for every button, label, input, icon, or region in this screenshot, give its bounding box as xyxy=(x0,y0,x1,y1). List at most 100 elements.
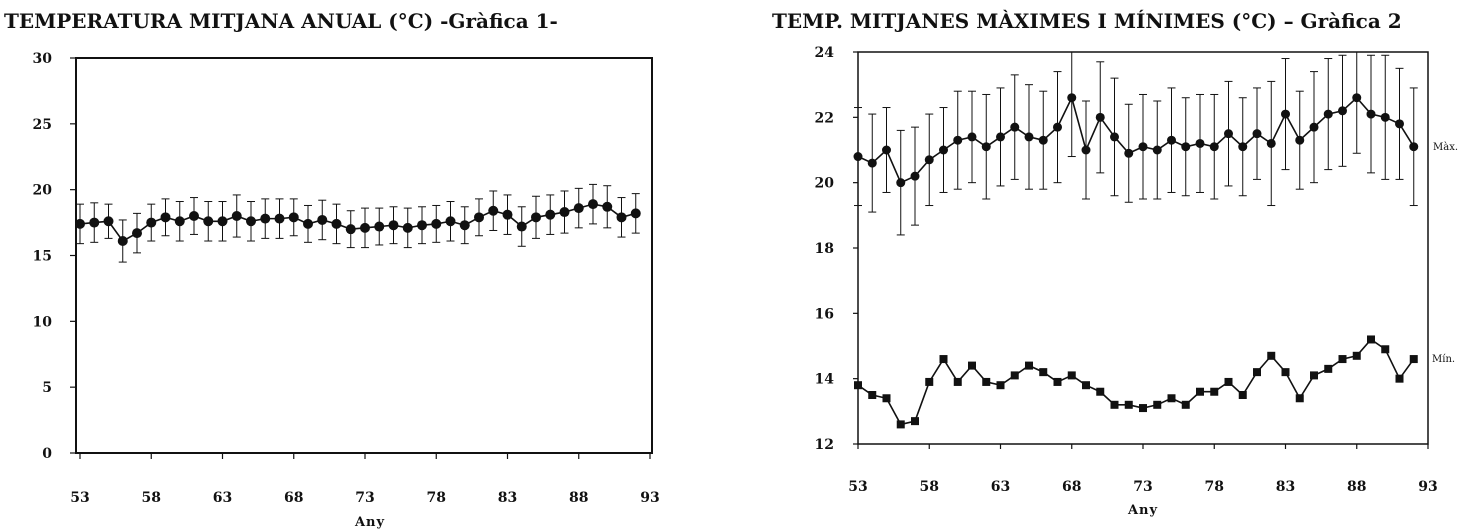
data-point xyxy=(132,228,142,239)
x-tick-label: 88 xyxy=(1347,479,1366,495)
data-point xyxy=(1181,142,1191,152)
data-point xyxy=(1196,387,1204,396)
data-point xyxy=(982,377,991,386)
chart-2-title: TEMP. MITJANES MÀXIMES I MÍNIMES (°C) – … xyxy=(772,9,1402,33)
data-point xyxy=(146,217,157,228)
series-2 xyxy=(854,335,1418,429)
data-point xyxy=(1323,109,1333,119)
data-point xyxy=(502,209,513,220)
x-tick-label: 83 xyxy=(498,490,517,506)
data-point xyxy=(160,212,171,223)
data-point xyxy=(1152,145,1162,155)
data-point xyxy=(545,209,556,220)
data-point xyxy=(1295,135,1305,145)
data-point xyxy=(1366,109,1376,119)
chart-2-series xyxy=(853,51,1419,429)
data-point xyxy=(1025,361,1033,370)
data-point xyxy=(189,211,199,221)
data-point xyxy=(174,216,185,227)
data-point xyxy=(117,236,128,247)
data-point xyxy=(1010,371,1019,380)
data-point xyxy=(288,212,299,223)
chart-2-x-axis: 53 58 63 68 73 78 83 88 93 xyxy=(848,444,1438,495)
data-point xyxy=(274,213,285,224)
x-tick-label: 63 xyxy=(213,490,232,506)
data-point xyxy=(1024,132,1034,142)
data-point xyxy=(459,220,470,231)
x-tick-label: 93 xyxy=(1418,479,1437,495)
data-point xyxy=(89,217,100,228)
data-point xyxy=(1167,135,1176,145)
data-point xyxy=(431,218,442,229)
data-point xyxy=(1380,112,1390,122)
data-point xyxy=(1309,122,1319,132)
y-tick-label: 25 xyxy=(33,117,52,133)
data-point xyxy=(1195,138,1205,148)
data-point xyxy=(1096,387,1105,396)
data-point xyxy=(1081,145,1091,155)
data-point xyxy=(1110,132,1119,142)
data-point xyxy=(616,212,627,223)
data-point xyxy=(924,155,934,165)
data-point xyxy=(1124,148,1134,158)
data-point xyxy=(968,361,976,370)
x-tick-label: 83 xyxy=(1276,479,1295,495)
y-tick-label: 20 xyxy=(815,176,835,192)
x-tick-label: 73 xyxy=(355,490,374,506)
series-line xyxy=(857,95,1415,184)
x-tick-label: 93 xyxy=(640,490,659,506)
data-point xyxy=(854,381,862,390)
data-point xyxy=(1338,355,1347,364)
data-point xyxy=(1053,377,1062,386)
x-tick-label: 88 xyxy=(569,490,588,506)
chart-1-plot-frame xyxy=(75,57,653,454)
series-line xyxy=(857,338,1415,426)
data-point xyxy=(1281,109,1290,119)
data-point xyxy=(1210,387,1219,396)
x-tick-label: 53 xyxy=(848,479,867,495)
data-point xyxy=(882,145,891,155)
data-point xyxy=(345,224,356,235)
data-point xyxy=(925,377,934,386)
data-point xyxy=(996,132,1005,142)
y-tick-label: 30 xyxy=(33,51,53,67)
series-line xyxy=(79,203,636,243)
chart-1-title: TEMPERATURA MITJANA ANUAL (°C) -Gràfica … xyxy=(4,9,558,33)
data-point xyxy=(1067,93,1077,103)
data-point xyxy=(967,132,977,142)
data-point xyxy=(559,207,570,218)
data-point xyxy=(1252,129,1262,139)
data-point xyxy=(1209,142,1219,152)
data-point xyxy=(896,178,906,188)
data-point xyxy=(1153,400,1162,409)
data-point xyxy=(474,212,484,223)
y-tick-label: 16 xyxy=(815,306,834,322)
data-point xyxy=(981,142,991,152)
data-point xyxy=(1224,129,1233,139)
data-point xyxy=(374,221,385,232)
y-tick-label: 10 xyxy=(33,314,53,330)
data-point xyxy=(1181,400,1190,409)
data-point xyxy=(588,199,598,210)
data-point xyxy=(1352,351,1361,360)
chart-2-series-label-max: Màx. xyxy=(1433,142,1458,153)
data-point xyxy=(331,218,342,229)
data-point xyxy=(1095,112,1105,122)
data-point xyxy=(1324,364,1333,373)
series-1 xyxy=(853,51,1419,236)
chart-2-x-label: Any xyxy=(1127,503,1158,518)
chart-1-x-label: Any xyxy=(354,515,385,530)
data-point xyxy=(303,218,313,229)
data-point xyxy=(1381,345,1390,354)
data-point xyxy=(75,218,85,229)
chart-2-series-label-min: Mín. xyxy=(1432,354,1455,365)
data-point xyxy=(1295,394,1304,403)
data-point xyxy=(1238,142,1248,152)
data-point xyxy=(260,213,271,224)
data-point xyxy=(896,420,905,429)
data-point xyxy=(1395,119,1404,129)
chart-1-y-axis: 0 5 10 15 20 25 30 xyxy=(33,51,76,462)
data-point xyxy=(1067,371,1076,380)
y-tick-label: 15 xyxy=(33,249,52,265)
y-tick-label: 22 xyxy=(815,110,834,126)
